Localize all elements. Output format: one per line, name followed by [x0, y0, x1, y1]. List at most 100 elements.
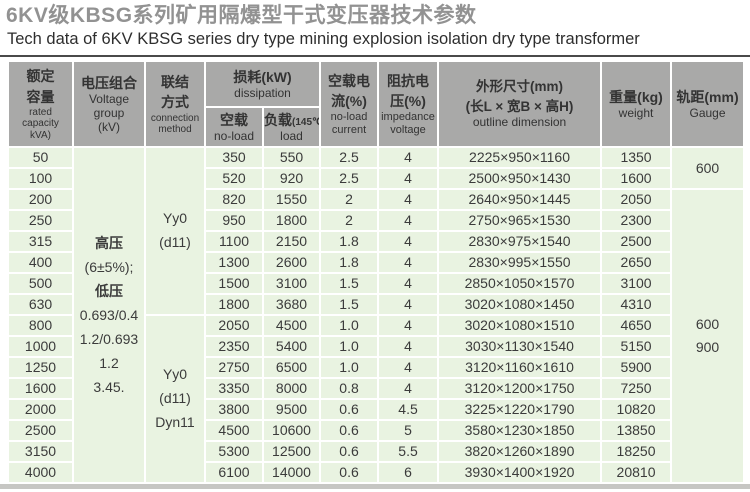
load-loss-cell: 920	[261, 166, 322, 190]
header-loss-load-zh: 负载	[264, 111, 292, 128]
table-row: 250 950 1800 2 4 2750×965×1530 2300	[7, 208, 744, 232]
impedance-cell: 6	[377, 460, 440, 484]
table-row: 800 Yy0 (d11) Dyn11 2050 4500 1.0 4 3020…	[7, 313, 744, 484]
connection-cell-group1: Yy0 (d11)	[144, 145, 206, 316]
header-noload-current-en: no-load current	[330, 111, 368, 137]
capacity-cell: 1600	[7, 376, 74, 400]
impedance-cell: 4.5	[377, 397, 440, 421]
header-gauge-zh: 轨距(mm)	[676, 88, 739, 105]
current-cell: 1.0	[319, 313, 380, 337]
header-connection-method: 联结 方式 connection method	[144, 59, 206, 148]
noload-loss-cell: 520	[204, 166, 264, 190]
page-title: 6KV级KBSG系列矿用隔爆型干式变压器技术参数	[6, 4, 477, 27]
capacity-cell: 4000	[7, 460, 74, 484]
table-row: 3150 5300 12500 0.6 5.5 3820×1260×1890 1…	[7, 439, 744, 463]
dimension-cell: 2750×965×1530	[437, 208, 603, 232]
current-cell: 0.6	[319, 460, 380, 484]
header-noload-current-zh: 空载电 流(%)	[328, 72, 371, 110]
table-row: 630 1800 3680 1.5 4 3020×1080×1450 4310	[7, 292, 744, 316]
spec-table: 额定 容量 rated capacity kVA) 电压组合 Voltage g…	[7, 59, 746, 484]
header-rated-capacity: 额定 容量 rated capacity kVA)	[7, 59, 74, 148]
table-row: 1600 3350 8000 0.8 4 3120×1200×1750 7250	[7, 376, 744, 400]
header-dissipation-zh: 损耗(kW)	[233, 68, 292, 85]
page-subtitle: Tech data of 6KV KBSG series dry type mi…	[7, 30, 640, 49]
current-cell: 1.0	[319, 334, 380, 358]
table-row: 100 520 920 2.5 4 2500×950×1430 1600	[7, 166, 744, 190]
impedance-cell: 4	[377, 187, 440, 211]
dimension-cell: 3930×1400×1920	[437, 460, 603, 484]
weight-cell: 18250	[600, 439, 673, 463]
load-loss-cell: 5400	[261, 334, 322, 358]
table-row: 315 1100 2150 1.8 4 2830×975×1540 2500	[7, 229, 744, 253]
load-loss-cell: 9500	[261, 397, 322, 421]
impedance-cell: 4	[377, 334, 440, 358]
dimension-cell: 2500×950×1430	[437, 166, 603, 190]
current-cell: 1.0	[319, 355, 380, 379]
gauge-cell-rest: 600 900	[670, 187, 746, 484]
weight-cell: 2650	[600, 250, 673, 274]
table-row: 1250 2750 6500 1.0 4 3120×1160×1610 5900	[7, 355, 744, 379]
dimension-cell: 2830×975×1540	[437, 229, 603, 253]
table-row: 50 高压 (6±5%); 低压 0.693/0.4 1.2/0.693 1.2…	[7, 145, 746, 484]
header-loss-load: 负载(145℃) load	[261, 105, 322, 148]
current-cell: 0.6	[319, 418, 380, 442]
header-weight: 重量(kg) weight	[600, 59, 673, 148]
gauge-rest-text: 600 900	[695, 316, 720, 355]
header-loss-noload: 空载 no-load	[204, 105, 264, 148]
load-loss-cell: 6500	[261, 355, 322, 379]
impedance-cell: 4	[377, 208, 440, 232]
load-loss-cell: 14000	[261, 460, 322, 484]
capacity-cell: 800	[7, 313, 74, 337]
impedance-cell: 4	[377, 271, 440, 295]
header-connection-method-en: connection method	[150, 112, 200, 136]
load-loss-cell: 2150	[261, 229, 322, 253]
weight-cell: 4310	[600, 292, 673, 316]
impedance-cell: 4	[377, 229, 440, 253]
table-row: 4000 6100 14000 0.6 6 3930×1400×1920 208…	[7, 460, 744, 484]
dimension-cell: 2850×1050×1570	[437, 271, 603, 295]
load-loss-cell: 3680	[261, 292, 322, 316]
table-row: 1000 2350 5400 1.0 4 3030×1130×1540 5150	[7, 334, 744, 358]
noload-loss-cell: 820	[204, 187, 264, 211]
table-body: 50 高压 (6±5%); 低压 0.693/0.4 1.2/0.693 1.2…	[7, 145, 746, 484]
dimension-cell: 3020×1080×1450	[437, 292, 603, 316]
dimension-cell: 2640×950×1445	[437, 187, 603, 211]
voltage-hv: 高压	[95, 234, 123, 251]
dimension-cell: 3030×1130×1540	[437, 334, 603, 358]
current-cell: 1.8	[319, 250, 380, 274]
impedance-cell: 4	[377, 355, 440, 379]
dimension-cell: 3820×1260×1890	[437, 439, 603, 463]
capacity-cell: 1000	[7, 334, 74, 358]
impedance-cell: 4	[377, 376, 440, 400]
header-gauge-en: Gauge	[689, 106, 726, 121]
weight-cell: 5900	[600, 355, 673, 379]
dimension-cell: 3580×1230×1850	[437, 418, 603, 442]
weight-cell: 1350	[600, 145, 673, 169]
voltage-hv-range: (6±5%);	[84, 258, 134, 275]
header-noload-current: 空载电 流(%) no-load current	[319, 59, 380, 148]
voltage-group-cell: 高压 (6±5%); 低压 0.693/0.4 1.2/0.693 1.2 3.…	[72, 145, 146, 484]
capacity-cell: 315	[7, 229, 74, 253]
weight-cell: 2500	[600, 229, 673, 253]
noload-loss-cell: 6100	[204, 460, 264, 484]
impedance-cell: 4	[377, 292, 440, 316]
current-cell: 0.6	[319, 439, 380, 463]
impedance-cell: 5	[377, 418, 440, 442]
noload-loss-cell: 4500	[204, 418, 264, 442]
table-row: 2500 4500 10600 0.6 5 3580×1230×1850 138…	[7, 418, 744, 442]
header-dissipation-en: dissipation	[234, 86, 291, 101]
weight-cell: 13850	[600, 418, 673, 442]
header-voltage-group: 电压组合 Voltage group (kV)	[72, 59, 146, 148]
noload-loss-cell: 5300	[204, 439, 264, 463]
table-row: 200 820 1550 2 4 2640×950×1445 2050 600 …	[7, 187, 746, 484]
load-loss-cell: 8000	[261, 376, 322, 400]
impedance-cell: 4	[377, 166, 440, 190]
current-cell: 2	[319, 187, 380, 211]
capacity-cell: 2000	[7, 397, 74, 421]
weight-cell: 10820	[600, 397, 673, 421]
header-loss-load-en: load	[280, 129, 303, 144]
title-divider	[0, 54, 750, 57]
bottom-border-strip	[0, 483, 750, 489]
dimension-cell: 2225×950×1160	[437, 145, 603, 169]
